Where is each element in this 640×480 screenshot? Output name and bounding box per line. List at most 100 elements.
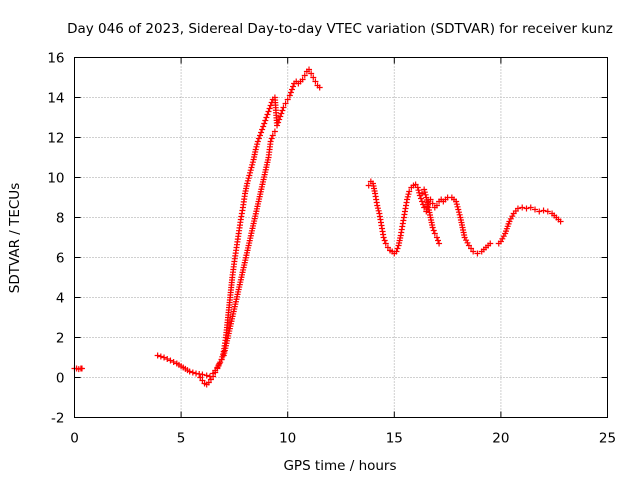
data-point-dense [249,161,256,168]
data-point-dense [287,89,294,96]
data-point [299,76,306,83]
data-point [280,104,287,111]
data-point [487,240,494,247]
data-point-dense [264,111,271,118]
x-tick-label: 0 [70,431,79,447]
tick-label-layer: 0 5 10 15 20 25 -2 0 2 4 6 8 10 12 14 16 [47,51,616,447]
y-tick-label: -2 [51,411,64,427]
data-point [269,132,276,139]
data-point [265,108,272,115]
y-tick-label: 12 [47,131,64,147]
data-point [246,172,253,179]
data-point-dense [279,107,286,114]
data-point [419,190,426,197]
y-tick-label: 4 [56,291,65,307]
data-point-dense [268,135,275,142]
data-point-dense [417,195,424,202]
data-point [557,218,564,225]
data-point-dense [164,356,171,362]
data-point-dense [416,189,423,196]
data-point-dense [455,209,462,216]
y-tick-label: 10 [47,171,64,187]
data-point [514,205,521,212]
data-point [288,86,295,93]
data-point-dense [262,117,269,124]
data-point [414,184,421,191]
plot-frame [74,57,608,418]
data-point-dense [415,187,422,194]
data-point-dense [453,201,460,208]
data-point [474,250,481,257]
series-segment-2 [154,66,323,380]
series-segment-1 [71,365,85,373]
chart-title: Day 046 of 2023, Sidereal Day-to-day VTE… [67,21,613,37]
data-point [419,198,426,205]
data-point [161,354,168,361]
series-layer [71,66,564,388]
data-point [404,196,411,203]
data-point-dense [247,169,254,176]
data-point-dense [435,237,442,244]
y-tick-label: 0 [56,371,65,387]
data-point [248,164,255,171]
data-point-dense [245,175,252,182]
y-axis-label: SDTVAR / TECUs [7,183,23,293]
data-point-dense [394,245,401,252]
y-tick-label: 14 [47,91,64,107]
x-tick-label: 10 [279,431,296,447]
data-point [429,200,436,207]
data-point-dense [266,105,273,112]
data-point [210,373,217,380]
data-point [540,207,547,214]
data-point-dense [422,191,429,198]
data-point [436,240,443,247]
data-point [274,122,281,129]
y-tick-label: 8 [56,211,65,227]
data-point [470,248,477,255]
data-point [212,369,219,376]
data-point [310,74,317,81]
data-point [301,72,308,79]
data-point-dense [247,167,254,174]
data-point-dense [455,206,462,213]
tick-layer [74,57,608,418]
data-point [282,100,289,107]
data-point-dense [430,227,437,234]
data-point [312,78,319,85]
data-point [429,224,436,231]
data-point [154,352,161,359]
grid-layer [74,57,608,418]
data-point-dense [254,141,261,148]
y-tick-label: 6 [56,251,65,267]
data-point-dense [170,359,177,365]
data-point [284,96,291,103]
data-point [256,132,263,139]
data-point-dense [258,129,265,136]
series-segment-3-branch [419,186,443,247]
x-tick-label: 20 [492,431,509,447]
data-point [267,138,274,145]
data-point [216,360,223,367]
data-point [382,240,389,247]
data-point [286,92,293,99]
data-point-dense [253,143,260,150]
data-point [186,368,193,375]
x-tick-label: 5 [177,431,186,447]
data-point [218,356,225,363]
data-point-dense [275,119,282,126]
y-tick-label: 2 [56,331,65,347]
data-point [263,114,270,121]
data-point [544,208,551,215]
data-point [536,208,543,215]
y-tick-label: 16 [47,51,64,67]
data-point-dense [157,353,164,360]
data-point-dense [454,203,461,210]
data-point [278,110,285,117]
data-point [261,120,268,127]
data-point [433,234,440,241]
data-point-dense [290,83,297,90]
data-point-dense [189,369,196,376]
data-point [406,188,413,195]
data-point [244,180,251,187]
